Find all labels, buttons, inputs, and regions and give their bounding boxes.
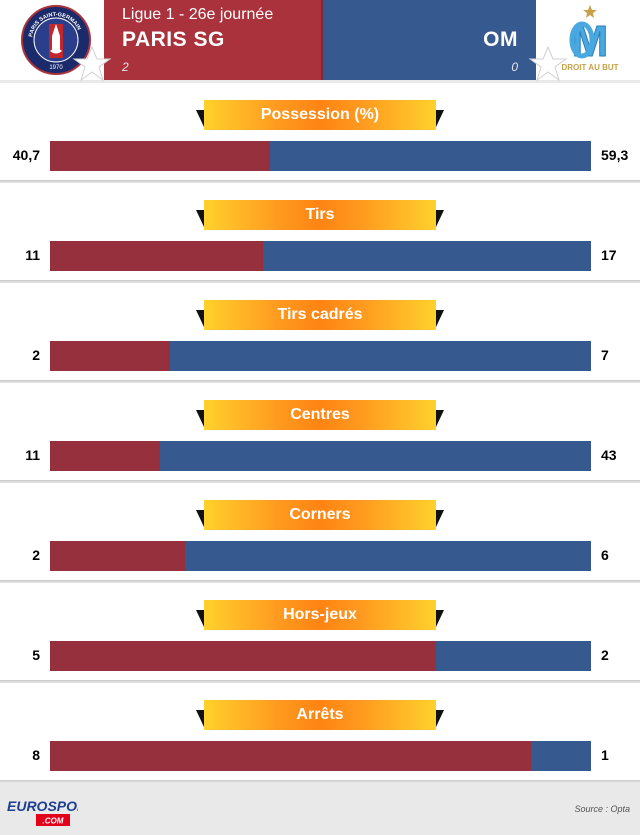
stat-bar [50,741,591,771]
svg-text:.COM: .COM [43,817,64,826]
home-logo-area: PARIS SAINT-GERMAIN 1970 [0,0,112,82]
away-team-name: OM [483,28,518,51]
stat-panel: Tirs 11 17 [0,183,640,283]
home-bar-segment [50,241,263,271]
home-stat-value: 11 [25,247,40,263]
stat-label: Tirs [204,200,436,230]
svg-text:1970: 1970 [49,65,63,71]
home-stat-value: 8 [32,747,40,763]
home-team-name: PARIS SG [122,28,225,51]
stat-panel: Tirs cadrés 2 7 [0,283,640,383]
away-stat-value: 6 [601,547,609,563]
stat-bar [50,341,591,371]
home-stat-value: 40,7 [12,147,40,163]
label-flag-left-icon [196,210,204,227]
home-bar-segment [50,441,160,471]
home-bar-segment [50,741,531,771]
label-flag-right-icon [436,710,444,727]
stats-chart: Possession (%) 40,7 59,3 Tirs 11 17 Tirs cadré… [0,83,640,783]
svg-text:EUROSPORT: EUROSPORT [7,798,78,814]
stat-label: Possession (%) [204,100,436,130]
home-stat-value: 2 [32,547,40,563]
footer: EUROSPORT .COM Source : Opta [0,785,640,835]
star-icon [72,45,112,82]
stat-label: Centres [204,400,436,430]
home-stat-value: 2 [32,347,40,363]
competition-title: Ligue 1 - 26e journée [122,6,274,23]
label-flag-right-icon [436,410,444,427]
away-stat-value: 17 [601,247,617,263]
stat-label: Corners [204,500,436,530]
stat-panel: Possession (%) 40,7 59,3 [0,83,640,183]
stat-panel: Corners 2 6 [0,483,640,583]
stat-panel: Hors-jeux 5 2 [0,583,640,683]
stat-panel: Arrêts 8 1 [0,683,640,783]
home-bar-segment [50,541,185,571]
away-logo-area: M DROIT AU BUT [528,0,640,82]
label-flag-left-icon [196,410,204,427]
match-header: PARIS SAINT-GERMAIN 1970 M DROIT AU BUT … [0,0,640,82]
label-flag-left-icon [196,110,204,127]
stat-panel: Centres 11 43 [0,383,640,483]
stat-bar [50,141,591,171]
away-stat-value: 7 [601,347,609,363]
away-stat-value: 2 [601,647,609,663]
stat-label: Hors-jeux [204,600,436,630]
stat-bar [50,541,591,571]
away-stat-value: 1 [601,747,609,763]
psg-crest-icon: PARIS SAINT-GERMAIN 1970 [21,5,91,75]
label-flag-right-icon [436,210,444,227]
away-stat-value: 43 [601,447,617,463]
home-bar-segment [50,341,170,371]
away-stat-value: 59,3 [601,147,629,163]
home-bar-segment [50,141,270,171]
label-flag-left-icon [196,710,204,727]
eurosport-logo: EUROSPORT .COM [7,798,78,826]
stat-bar [50,641,591,671]
home-stat-value: 5 [32,647,40,663]
label-flag-right-icon [436,610,444,627]
away-score: 0 [511,60,518,74]
home-score: 2 [122,60,129,74]
label-flag-right-icon [436,310,444,327]
stat-label: Arrêts [204,700,436,730]
stat-label: Tirs cadrés [204,300,436,330]
source-note: Source : Opta [574,804,630,814]
home-stat-value: 11 [25,447,40,463]
stat-bar [50,241,591,271]
stat-bar [50,441,591,471]
label-flag-right-icon [436,110,444,127]
star-icon [528,45,568,82]
label-flag-left-icon [196,310,204,327]
home-bar-segment [50,641,436,671]
label-flag-right-icon [436,510,444,527]
label-flag-left-icon [196,610,204,627]
svg-text:DROIT AU BUT: DROIT AU BUT [561,63,618,72]
om-crest-icon: M DROIT AU BUT [561,5,619,72]
label-flag-left-icon [196,510,204,527]
